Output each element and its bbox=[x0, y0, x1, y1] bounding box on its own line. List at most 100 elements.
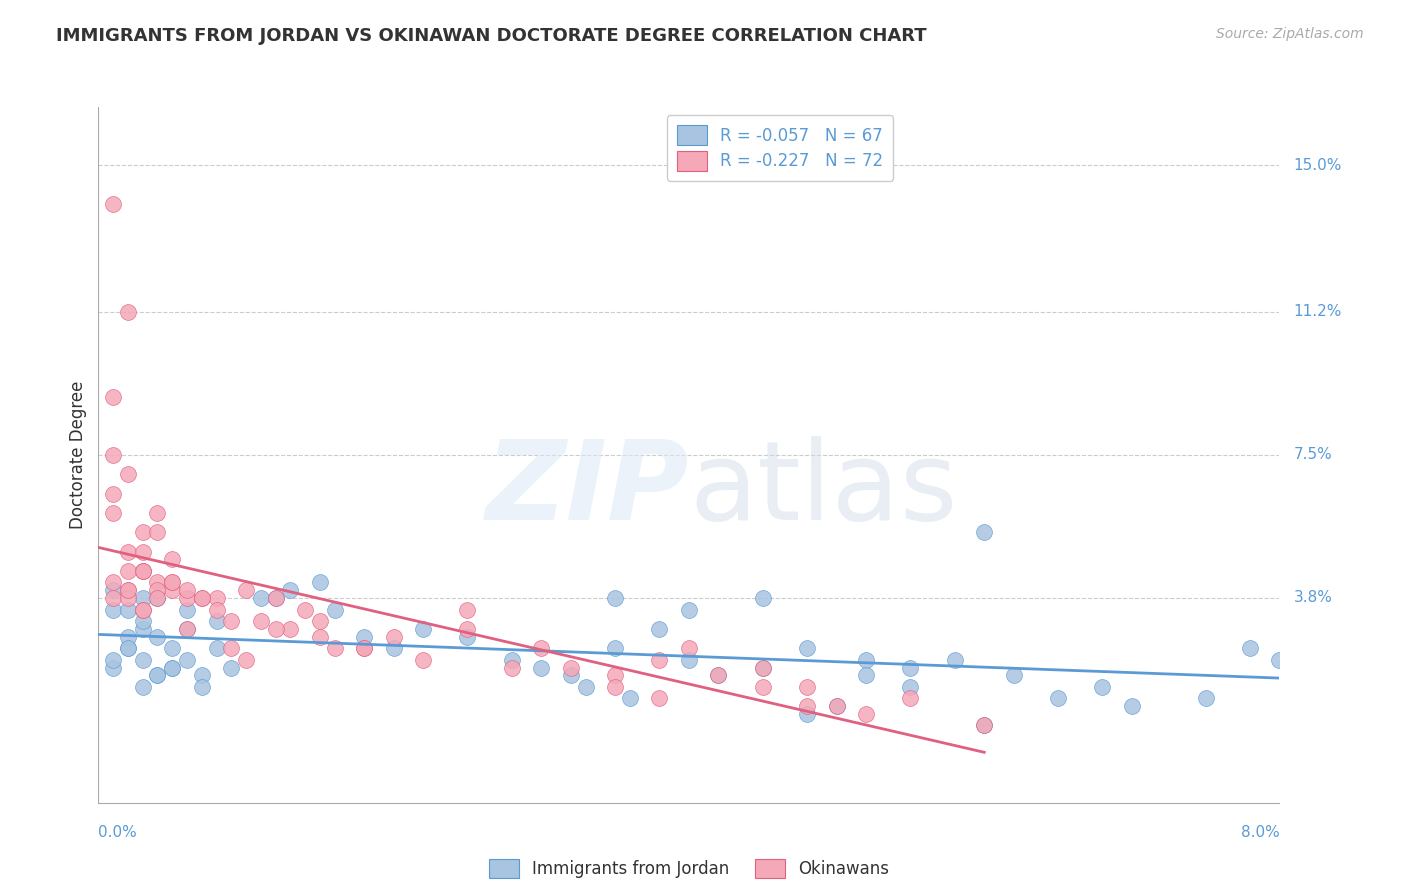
Point bbox=[103, 390, 125, 404]
Point bbox=[530, 660, 553, 674]
Text: Source: ZipAtlas.com: Source: ZipAtlas.com bbox=[1216, 27, 1364, 41]
Point bbox=[353, 641, 375, 656]
Point bbox=[943, 653, 966, 667]
Point bbox=[103, 486, 125, 500]
Point bbox=[146, 668, 169, 682]
Point bbox=[176, 602, 198, 616]
Point bbox=[132, 653, 155, 667]
Point bbox=[605, 641, 627, 656]
Point bbox=[264, 622, 287, 636]
Point bbox=[205, 602, 228, 616]
Point bbox=[501, 653, 523, 667]
Point bbox=[117, 544, 139, 558]
Point bbox=[103, 660, 125, 674]
Point bbox=[855, 668, 877, 682]
Point bbox=[117, 467, 139, 482]
Text: 3.8%: 3.8% bbox=[1294, 591, 1333, 606]
Point bbox=[353, 641, 375, 656]
Point bbox=[278, 583, 302, 598]
Point bbox=[250, 591, 273, 605]
Point bbox=[900, 680, 922, 694]
Point bbox=[264, 591, 287, 605]
Point bbox=[973, 525, 995, 540]
Point bbox=[117, 591, 139, 605]
Text: 7.5%: 7.5% bbox=[1294, 448, 1333, 462]
Point bbox=[751, 591, 773, 605]
Point bbox=[501, 660, 523, 674]
Point bbox=[308, 630, 332, 644]
Point bbox=[103, 653, 125, 667]
Point bbox=[191, 668, 214, 682]
Point bbox=[751, 680, 773, 694]
Point bbox=[176, 653, 198, 667]
Point bbox=[605, 668, 627, 682]
Point bbox=[235, 583, 257, 598]
Point bbox=[1121, 699, 1143, 714]
Point bbox=[900, 660, 922, 674]
Point bbox=[132, 591, 155, 605]
Point bbox=[382, 641, 405, 656]
Point bbox=[605, 680, 627, 694]
Point bbox=[205, 641, 228, 656]
Point bbox=[132, 614, 155, 628]
Point bbox=[162, 575, 183, 590]
Point bbox=[162, 660, 183, 674]
Point bbox=[117, 641, 139, 656]
Point bbox=[678, 641, 700, 656]
Point bbox=[132, 544, 155, 558]
Point bbox=[205, 614, 228, 628]
Point bbox=[678, 653, 700, 667]
Text: IMMIGRANTS FROM JORDAN VS OKINAWAN DOCTORATE DEGREE CORRELATION CHART: IMMIGRANTS FROM JORDAN VS OKINAWAN DOCTO… bbox=[56, 27, 927, 45]
Point bbox=[456, 602, 478, 616]
Point bbox=[900, 691, 922, 706]
Point bbox=[176, 622, 198, 636]
Point bbox=[146, 668, 169, 682]
Point bbox=[176, 591, 198, 605]
Point bbox=[796, 680, 818, 694]
Point bbox=[796, 699, 818, 714]
Point bbox=[1046, 691, 1069, 706]
Point bbox=[103, 602, 125, 616]
Point bbox=[191, 591, 214, 605]
Point bbox=[264, 591, 287, 605]
Point bbox=[707, 668, 730, 682]
Point bbox=[796, 706, 818, 721]
Point bbox=[973, 718, 995, 732]
Point bbox=[648, 691, 671, 706]
Point bbox=[103, 506, 125, 520]
Point bbox=[456, 630, 478, 644]
Point bbox=[825, 699, 848, 714]
Point bbox=[132, 564, 155, 578]
Point bbox=[162, 575, 183, 590]
Point bbox=[456, 622, 478, 636]
Point bbox=[103, 583, 125, 598]
Point bbox=[132, 564, 155, 578]
Point bbox=[117, 583, 139, 598]
Text: 0.0%: 0.0% bbox=[98, 825, 138, 840]
Point bbox=[648, 622, 671, 636]
Point bbox=[191, 591, 214, 605]
Point bbox=[796, 641, 818, 656]
Point bbox=[146, 583, 169, 598]
Point bbox=[707, 668, 730, 682]
Point bbox=[146, 525, 169, 540]
Point bbox=[162, 660, 183, 674]
Point bbox=[132, 602, 155, 616]
Point bbox=[162, 583, 183, 598]
Text: 11.2%: 11.2% bbox=[1294, 304, 1341, 319]
Point bbox=[1194, 691, 1216, 706]
Point bbox=[973, 718, 995, 732]
Point bbox=[176, 622, 198, 636]
Point bbox=[132, 525, 155, 540]
Text: atlas: atlas bbox=[689, 436, 957, 543]
Point bbox=[103, 196, 125, 211]
Point bbox=[103, 591, 125, 605]
Point bbox=[146, 630, 169, 644]
Point bbox=[1268, 653, 1291, 667]
Point bbox=[308, 614, 332, 628]
Legend: Immigrants from Jordan, Okinawans: Immigrants from Jordan, Okinawans bbox=[482, 853, 896, 885]
Point bbox=[219, 641, 242, 656]
Point bbox=[308, 575, 332, 590]
Text: ZIP: ZIP bbox=[485, 436, 689, 543]
Point bbox=[560, 660, 582, 674]
